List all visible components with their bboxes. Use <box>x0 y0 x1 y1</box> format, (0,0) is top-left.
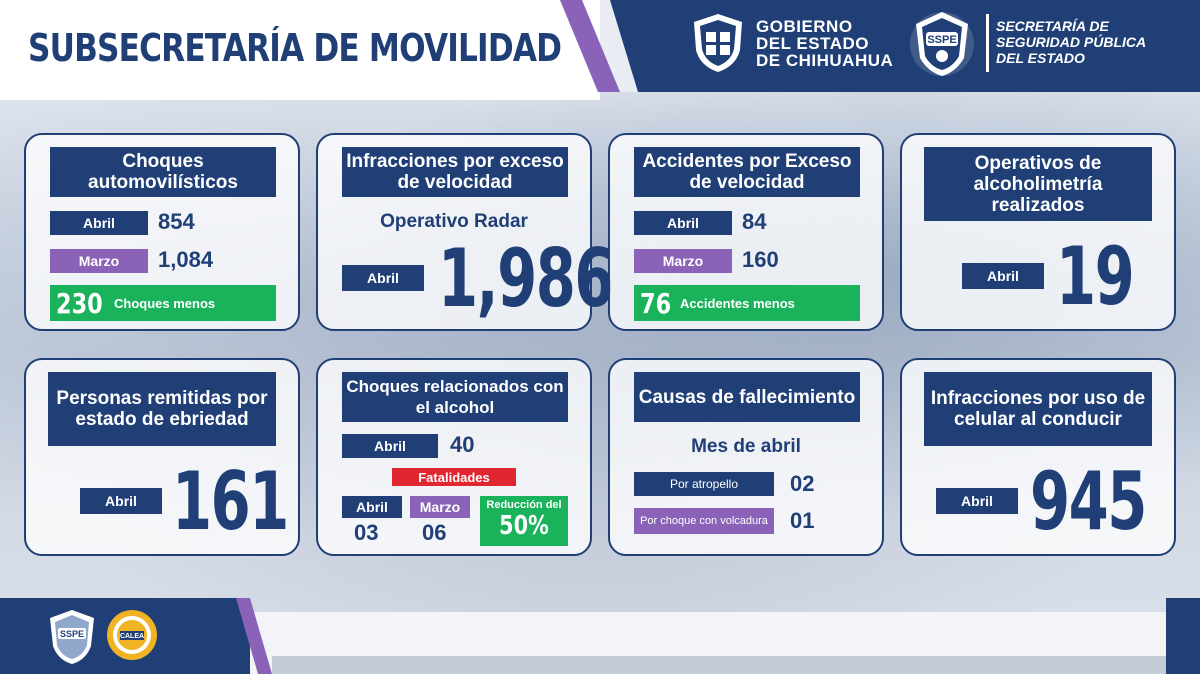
cause2-value: 01 <box>790 508 815 533</box>
page-title: SUBSECRETARÍA DE MOVILIDAD <box>28 26 562 70</box>
card-accidentes: Accidentes por Exceso de velocidad Abril… <box>608 133 884 331</box>
card-title: Choques relacionados con el alcohol <box>342 372 568 422</box>
abril-tag: Abril <box>962 263 1044 289</box>
abril-tag: Abril <box>342 265 424 291</box>
reduccion-value: 50% <box>499 511 549 541</box>
abril-value: 40 <box>450 432 475 457</box>
abril-value: 19 <box>1056 230 1135 323</box>
card-title: Causas de fallecimiento <box>634 372 860 422</box>
sspe-line-1: SECRETARÍA DE <box>996 18 1109 34</box>
card-subtitle: Mes de abril <box>691 436 801 457</box>
card-alcoholimetria: Operativos de alcoholimetría realizados … <box>900 133 1176 331</box>
card-remitidas: Personas remitidas por estado de ebrieda… <box>24 358 300 556</box>
reduccion-label: Reducción del <box>486 499 562 511</box>
footer-line <box>272 656 1166 674</box>
abril-tag: Abril <box>936 488 1018 514</box>
card-title: Accidentes por Exceso de velocidad <box>634 147 860 197</box>
card-subtitle: Operativo Radar <box>380 211 528 232</box>
diff-label: Choques menos <box>114 295 216 311</box>
card-title: Personas remitidas por estado de ebrieda… <box>48 372 276 446</box>
sspe-footer-badge-icon: SSPE <box>50 610 94 664</box>
gov-line-2: DEL ESTADO <box>756 34 869 53</box>
fatalidades-tag: Fatalidades <box>392 468 516 486</box>
svg-text:SSPE: SSPE <box>60 629 84 639</box>
cause2-tag: Por choque con volcadura <box>634 508 774 534</box>
gobierno-chihuahua-shield-icon <box>694 14 742 72</box>
gov-line-3: DE CHIHUAHUA <box>756 51 894 70</box>
abril-tag: Abril <box>50 211 148 235</box>
marzo-tag: Marzo <box>50 249 148 273</box>
diff-label: Accidentes menos <box>680 295 795 311</box>
card-title: Infracciones por uso de celular al condu… <box>924 372 1152 446</box>
sspe-text: SECRETARÍA DE SEGURIDAD PÚBLICA DEL ESTA… <box>996 18 1146 66</box>
fat-marzo-tag: Marzo <box>410 496 470 518</box>
gov-line-1: GOBIERNO <box>756 17 853 36</box>
abril-value: 854 <box>158 209 195 234</box>
gobierno-text: GOBIERNO DEL ESTADO DE CHIHUAHUA <box>756 18 893 69</box>
card-title: Infracciones por exceso de velocidad <box>342 147 568 197</box>
card-title: Choques automovilísticos <box>50 147 276 197</box>
reduccion-box: Reducción del 50% <box>480 496 568 546</box>
card-title: Operativos de alcoholimetría realizados <box>924 147 1152 221</box>
sspe-line-3: DEL ESTADO <box>996 50 1085 66</box>
card-choques: Choques automovilísticos Abril 854 Marzo… <box>24 133 300 331</box>
abril-value: 1,986 <box>438 232 614 325</box>
abril-tag: Abril <box>80 488 162 514</box>
title-background <box>0 0 600 100</box>
diff-bar: 76 Accidentes menos <box>634 285 860 321</box>
diff-bar: 230 Choques menos <box>50 285 276 321</box>
card-alcohol: Choques relacionados con el alcohol Abri… <box>316 358 592 556</box>
abril-tag: Abril <box>634 211 732 235</box>
card-fallecimiento: Causas de fallecimiento Mes de abril Por… <box>608 358 884 556</box>
footer-right-band <box>1166 598 1200 674</box>
fat-abril-value: 03 <box>354 520 379 545</box>
header-divider <box>986 14 989 72</box>
diff-value: 230 <box>56 286 103 320</box>
svg-text:SSPE: SSPE <box>927 34 956 46</box>
card-radar: Infracciones por exceso de velocidad Ope… <box>316 133 614 331</box>
card-celular: Infracciones por uso de celular al condu… <box>900 358 1176 556</box>
calea-seal-icon: CALEA <box>107 610 157 660</box>
fat-marzo-value: 06 <box>422 520 447 545</box>
cause1-tag: Por atropello <box>634 472 774 496</box>
marzo-value: 160 <box>742 247 779 272</box>
diff-value: 76 <box>640 286 672 320</box>
cause1-value: 02 <box>790 471 815 496</box>
marzo-value: 1,084 <box>158 247 214 272</box>
marzo-tag: Marzo <box>634 249 732 273</box>
abril-tag: Abril <box>342 434 438 458</box>
sspe-badge-icon: SSPE <box>910 12 974 76</box>
sspe-line-2: SEGURIDAD PÚBLICA <box>996 34 1147 50</box>
abril-value: 945 <box>1030 455 1147 548</box>
fat-abril-tag: Abril <box>342 496 402 518</box>
svg-text:CALEA: CALEA <box>120 633 144 640</box>
abril-value: 84 <box>742 209 767 234</box>
abril-value: 161 <box>172 455 289 548</box>
